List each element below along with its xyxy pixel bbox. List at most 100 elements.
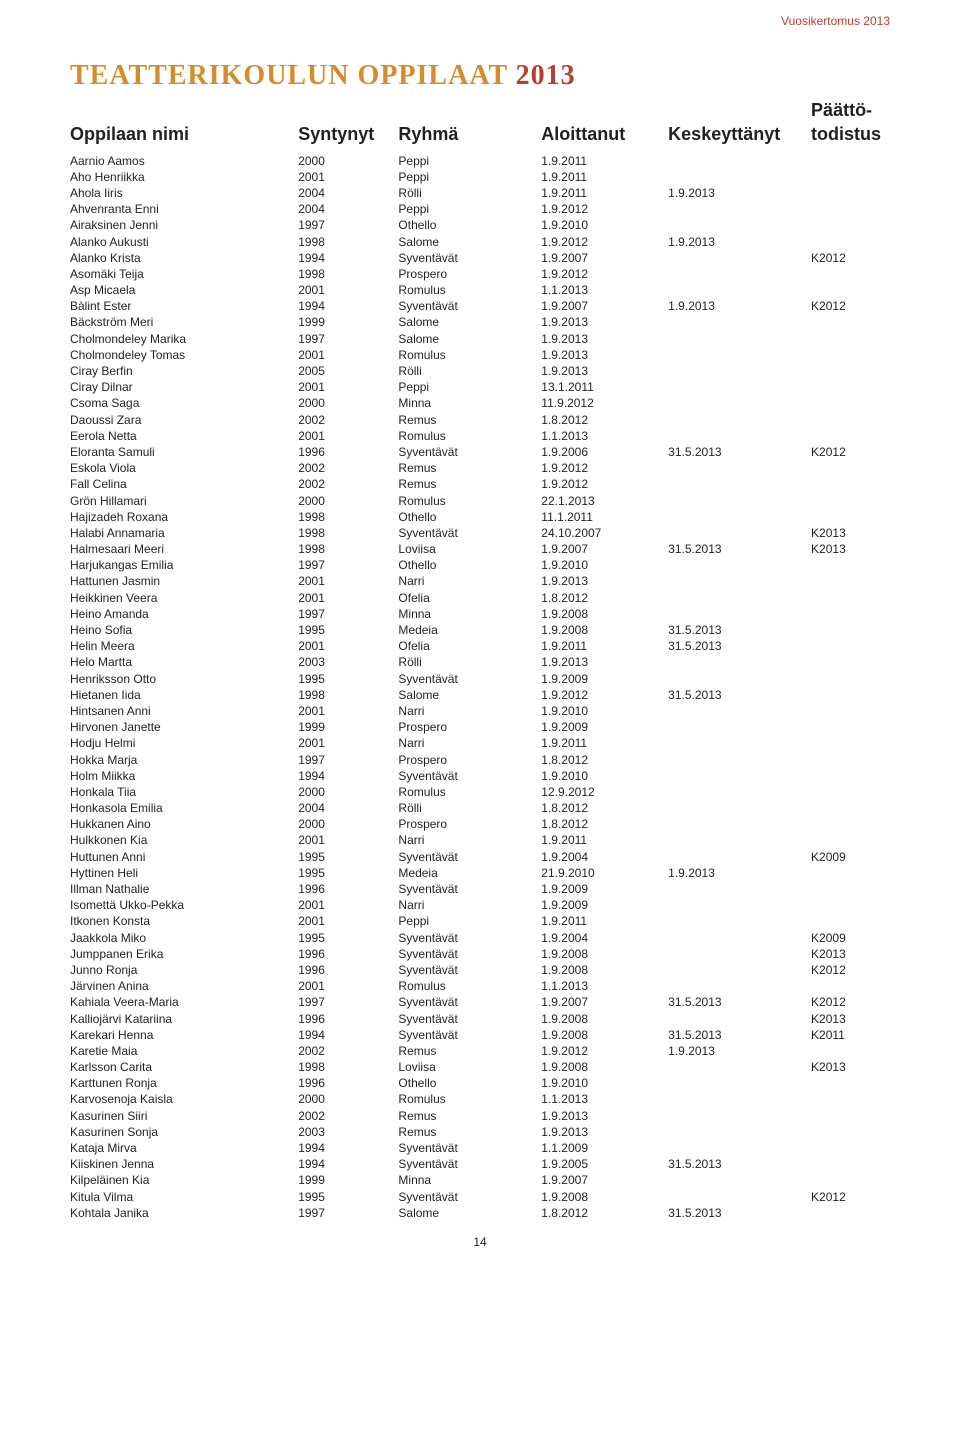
table-cell: Honkasola Emilia bbox=[70, 800, 298, 816]
table-row: Kasurinen Sonja2003Remus1.9.2013 bbox=[70, 1124, 890, 1140]
table-cell: Hirvonen Janette bbox=[70, 719, 298, 735]
table-cell bbox=[668, 703, 811, 719]
table-cell: Narri bbox=[398, 573, 541, 589]
table-cell: 1995 bbox=[298, 622, 398, 638]
table-cell bbox=[668, 250, 811, 266]
table-cell: 1994 bbox=[298, 298, 398, 314]
table-cell: Peppi bbox=[398, 913, 541, 929]
table-cell bbox=[811, 282, 890, 298]
table-cell: Hulkkonen Kia bbox=[70, 832, 298, 848]
table-cell: 1.9.2008 bbox=[541, 606, 668, 622]
table-row: Ciray Dilnar2001Peppi13.1.2011 bbox=[70, 379, 890, 395]
table-cell: 2001 bbox=[298, 169, 398, 185]
table-cell: 1.9.2012 bbox=[541, 476, 668, 492]
table-cell bbox=[668, 1091, 811, 1107]
table-row: Hajizadeh Roxana1998Othello11.1.2011 bbox=[70, 509, 890, 525]
table-cell: Grön Hillamari bbox=[70, 493, 298, 509]
table-row: Kalliojärvi Katariina1996Syventävät1.9.2… bbox=[70, 1011, 890, 1027]
table-cell: Narri bbox=[398, 897, 541, 913]
table-cell bbox=[668, 1172, 811, 1188]
table-cell: 1.9.2012 bbox=[541, 460, 668, 476]
table-cell: 2002 bbox=[298, 476, 398, 492]
table-cell: Ciray Dilnar bbox=[70, 379, 298, 395]
table-cell bbox=[668, 881, 811, 897]
table-cell: 1.9.2007 bbox=[541, 298, 668, 314]
table-cell: 1.9.2012 bbox=[541, 687, 668, 703]
table-cell: Ofelia bbox=[398, 638, 541, 654]
table-row: Airaksinen Jenni1997Othello1.9.2010 bbox=[70, 217, 890, 233]
table-cell bbox=[811, 217, 890, 233]
table-cell: 1.9.2013 bbox=[668, 298, 811, 314]
table-cell: Salome bbox=[398, 314, 541, 330]
table-cell bbox=[811, 671, 890, 687]
table-cell: 1.9.2011 bbox=[541, 153, 668, 169]
table-cell: 1.8.2012 bbox=[541, 412, 668, 428]
table-cell: Remus bbox=[398, 460, 541, 476]
table-cell: 1995 bbox=[298, 1189, 398, 1205]
table-cell: 2001 bbox=[298, 832, 398, 848]
table-cell: 1.9.2010 bbox=[541, 1075, 668, 1091]
table-cell: Bàlint Ester bbox=[70, 298, 298, 314]
table-cell: 1997 bbox=[298, 217, 398, 233]
table-cell: 1.9.2012 bbox=[541, 1043, 668, 1059]
table-cell bbox=[668, 153, 811, 169]
table-row: Karttunen Ronja1996Othello1.9.2010 bbox=[70, 1075, 890, 1091]
table-cell bbox=[668, 978, 811, 994]
table-cell: 2001 bbox=[298, 573, 398, 589]
table-cell bbox=[668, 1140, 811, 1156]
table-cell: Rölli bbox=[398, 800, 541, 816]
table-cell: Cholmondeley Marika bbox=[70, 331, 298, 347]
table-cell: 2004 bbox=[298, 800, 398, 816]
table-cell: Karvosenoja Kaisla bbox=[70, 1091, 298, 1107]
table-cell: Minna bbox=[398, 395, 541, 411]
table-cell: 2001 bbox=[298, 913, 398, 929]
table-cell: 1998 bbox=[298, 541, 398, 557]
table-cell bbox=[811, 331, 890, 347]
table-cell: 1.8.2012 bbox=[541, 800, 668, 816]
table-row: Itkonen Konsta2001Peppi1.9.2011 bbox=[70, 913, 890, 929]
table-cell: 1998 bbox=[298, 1059, 398, 1075]
table-cell: Jaakkola Miko bbox=[70, 930, 298, 946]
table-cell: 1.9.2007 bbox=[541, 250, 668, 266]
table-row: Järvinen Anina2001Romulus1.1.2013 bbox=[70, 978, 890, 994]
table-cell bbox=[668, 525, 811, 541]
table-cell: 31.5.2013 bbox=[668, 994, 811, 1010]
table-cell: Remus bbox=[398, 1108, 541, 1124]
table-row: Bàlint Ester1994Syventävät1.9.20071.9.20… bbox=[70, 298, 890, 314]
table-cell: 1994 bbox=[298, 250, 398, 266]
table-cell bbox=[811, 395, 890, 411]
table-cell bbox=[811, 476, 890, 492]
table-cell bbox=[811, 509, 890, 525]
table-cell: 1999 bbox=[298, 1172, 398, 1188]
table-cell: 2000 bbox=[298, 493, 398, 509]
table-cell: Karlsson Carita bbox=[70, 1059, 298, 1075]
table-cell: 1997 bbox=[298, 752, 398, 768]
table-row: Asp Micaela2001Romulus1.1.2013 bbox=[70, 282, 890, 298]
table-cell: 2002 bbox=[298, 460, 398, 476]
table-cell bbox=[668, 266, 811, 282]
table-cell: Alanko Krista bbox=[70, 250, 298, 266]
table-row: Kataja Mirva1994Syventävät1.1.2009 bbox=[70, 1140, 890, 1156]
table-cell bbox=[668, 719, 811, 735]
table-row: Aarnio Aamos2000Peppi1.9.2011 bbox=[70, 153, 890, 169]
table-cell: Salome bbox=[398, 687, 541, 703]
table-cell: 1.9.2008 bbox=[541, 1059, 668, 1075]
table-cell: Remus bbox=[398, 1124, 541, 1140]
table-cell: 2002 bbox=[298, 412, 398, 428]
table-cell: 2003 bbox=[298, 1124, 398, 1140]
table-cell: Alanko Aukusti bbox=[70, 234, 298, 250]
table-row: Halabi Annamaria1998Syventävät24.10.2007… bbox=[70, 525, 890, 541]
table-cell: Hietanen Iida bbox=[70, 687, 298, 703]
table-row: Eloranta Samuli1996Syventävät1.9.200631.… bbox=[70, 444, 890, 460]
table-cell: Hyttinen Heli bbox=[70, 865, 298, 881]
table-cell: 1.9.2013 bbox=[541, 314, 668, 330]
table-cell bbox=[811, 201, 890, 217]
table-cell bbox=[811, 784, 890, 800]
table-cell: Csoma Saga bbox=[70, 395, 298, 411]
table-cell: Hukkanen Aino bbox=[70, 816, 298, 832]
table-cell: Kalliojärvi Katariina bbox=[70, 1011, 298, 1027]
table-cell: Romulus bbox=[398, 1091, 541, 1107]
table-cell: 11.1.2011 bbox=[541, 509, 668, 525]
table-cell bbox=[668, 606, 811, 622]
table-cell: 1995 bbox=[298, 865, 398, 881]
